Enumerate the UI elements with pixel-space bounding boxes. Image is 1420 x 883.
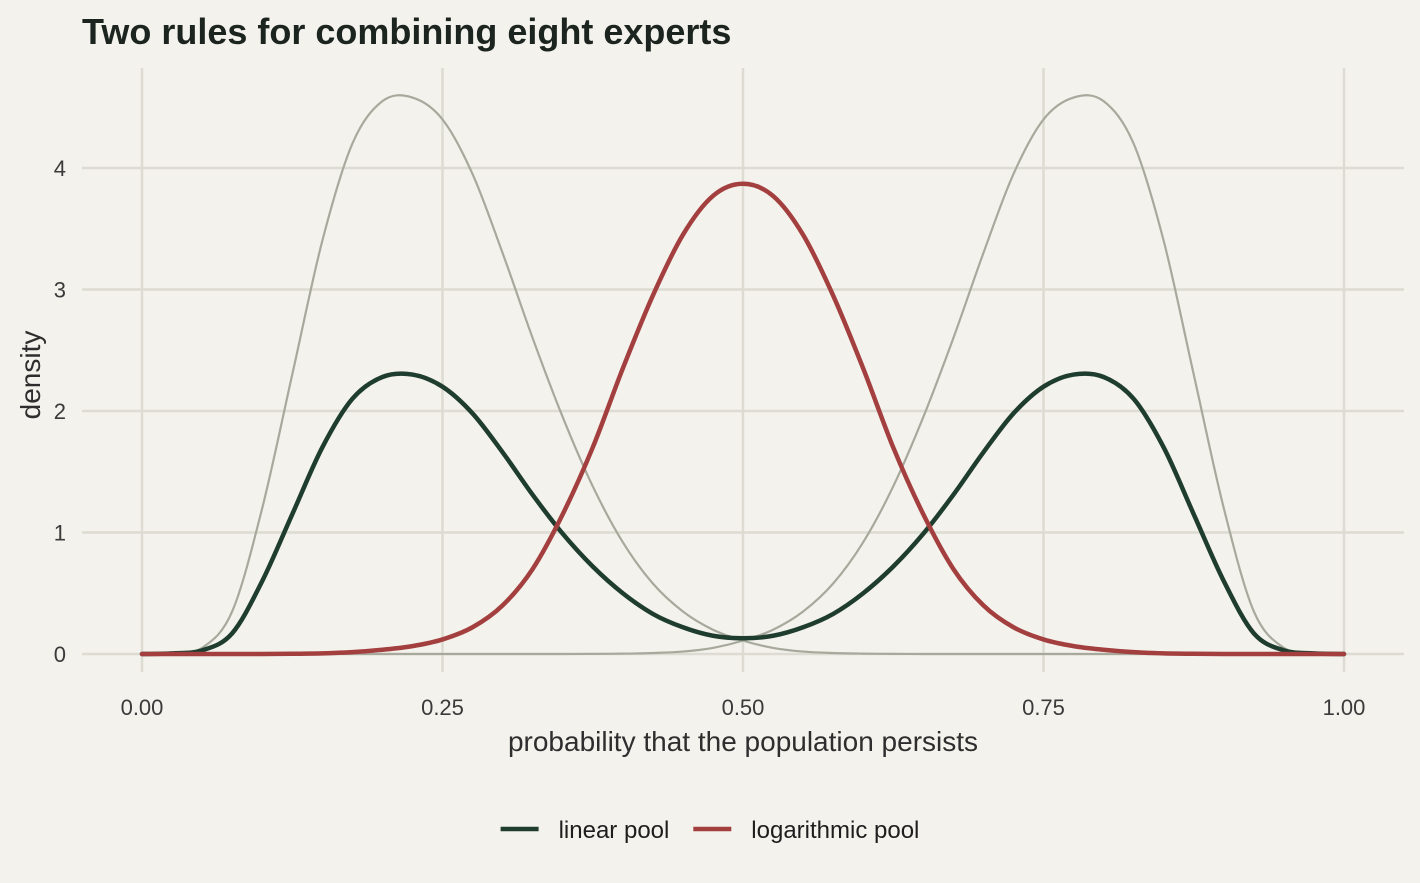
y-tick-label: 2 xyxy=(54,399,66,424)
legend-label: linear pool xyxy=(559,817,670,844)
chart-title: Two rules for combining eight experts xyxy=(82,11,731,52)
grid xyxy=(82,68,1404,672)
x-tick-label: 0.00 xyxy=(121,695,164,720)
series-line-logarithmic-pool xyxy=(139,181,1347,657)
y-tick-label: 3 xyxy=(54,278,66,303)
series-line-linear-pool xyxy=(139,371,1347,657)
plot-area xyxy=(139,94,1347,657)
legend-item-logarithmic-pool: logarithmic pool xyxy=(693,817,919,844)
legend-label: logarithmic pool xyxy=(751,817,919,844)
y-axis: 0 1 2 3 4 xyxy=(54,156,66,667)
y-tick-label: 0 xyxy=(54,642,66,667)
x-axis-title: probability that the population persists xyxy=(508,726,978,757)
x-tick-label: 0.25 xyxy=(421,695,464,720)
x-tick-label: 0.75 xyxy=(1022,695,1065,720)
legend: linear pool logarithmic pool xyxy=(500,817,919,844)
y-tick-label: 4 xyxy=(54,156,66,181)
x-tick-label: 1.00 xyxy=(1323,695,1366,720)
y-tick-label: 1 xyxy=(54,521,66,546)
y-axis-title: density xyxy=(15,331,46,420)
x-tick-label: 0.50 xyxy=(722,695,765,720)
legend-item-linear-pool: linear pool xyxy=(500,817,670,844)
x-axis: 0.00 0.25 0.50 0.75 1.00 xyxy=(121,695,1366,720)
